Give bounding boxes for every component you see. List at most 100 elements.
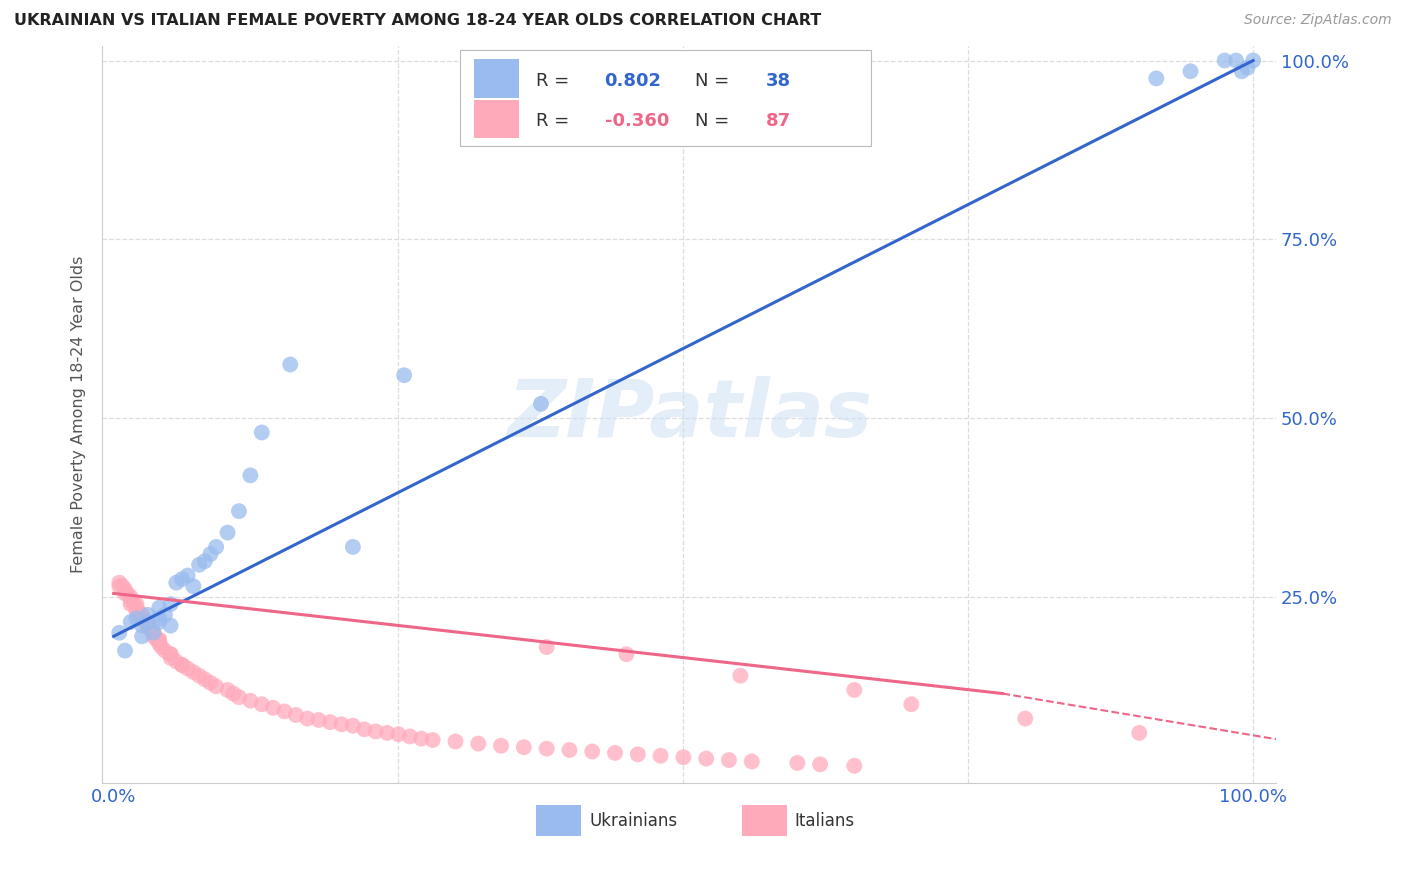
Point (108, 575, 131, 590)
Text: UKRAINIAN VS ITALIAN FEMALE POVERTY AMONG 18-24 YEAR OLDS CORRELATION CHART: UKRAINIAN VS ITALIAN FEMALE POVERTY AMON… (14, 13, 821, 29)
Point (117, 586, 139, 600)
Point (581, 744, 603, 758)
Point (1144, 71, 1167, 86)
Point (159, 650, 181, 665)
Point (1225, 54, 1247, 68)
Point (136, 615, 159, 629)
Text: R =: R = (537, 72, 575, 90)
Point (114, 643, 136, 657)
Point (136, 615, 159, 629)
Point (319, 715, 342, 730)
Point (148, 636, 170, 650)
Point (142, 625, 165, 640)
Point (1180, 64, 1202, 78)
Point (330, 717, 353, 731)
FancyBboxPatch shape (460, 50, 870, 145)
Y-axis label: Female Poverty Among 18-24 Year Olds: Female Poverty Among 18-24 Year Olds (72, 256, 86, 574)
Point (125, 611, 148, 625)
Text: N =: N = (695, 112, 735, 130)
Point (148, 611, 170, 625)
Point (1213, 54, 1236, 68)
Point (217, 683, 239, 698)
Point (125, 604, 148, 618)
Point (239, 694, 262, 708)
Point (131, 611, 153, 625)
Point (273, 705, 295, 719)
Point (131, 629, 153, 643)
Point (159, 647, 181, 661)
Point (114, 586, 136, 600)
Point (159, 647, 181, 661)
Point (165, 575, 187, 590)
Point (176, 661, 198, 675)
Point (1236, 61, 1258, 75)
Text: Italians: Italians (794, 813, 855, 830)
Point (1128, 726, 1150, 740)
Point (1241, 54, 1264, 68)
Point (308, 713, 330, 727)
Point (786, 756, 808, 770)
Point (467, 737, 489, 751)
Point (125, 600, 148, 615)
Point (159, 618, 181, 632)
Point (170, 657, 193, 672)
Point (536, 741, 558, 756)
Point (603, 746, 626, 760)
Point (375, 726, 398, 740)
Point (131, 611, 153, 625)
Point (146, 632, 169, 647)
Point (108, 625, 131, 640)
Point (188, 558, 211, 572)
Point (134, 615, 156, 629)
Point (262, 701, 284, 715)
Point (422, 733, 444, 747)
Point (125, 597, 148, 611)
Point (730, 668, 752, 682)
Point (159, 597, 181, 611)
Point (136, 618, 159, 632)
Point (250, 698, 273, 712)
Point (183, 579, 205, 593)
Point (200, 675, 222, 690)
Point (131, 618, 153, 632)
Point (205, 679, 228, 693)
Point (392, 368, 415, 383)
Point (411, 731, 433, 746)
Point (120, 615, 142, 629)
Point (1230, 64, 1253, 78)
Text: 38: 38 (765, 72, 790, 90)
Point (142, 625, 165, 640)
Point (205, 540, 228, 554)
Point (444, 734, 467, 748)
Text: -0.360: -0.360 (605, 112, 669, 130)
Point (239, 468, 262, 483)
Text: ZIPatlas: ZIPatlas (506, 376, 872, 454)
Point (695, 751, 717, 765)
Point (148, 632, 170, 647)
Point (148, 632, 170, 647)
Point (139, 622, 162, 636)
FancyBboxPatch shape (537, 805, 581, 836)
Point (148, 615, 170, 629)
Point (108, 579, 131, 593)
Point (150, 640, 173, 654)
Point (353, 723, 375, 737)
Point (342, 540, 364, 554)
Point (672, 750, 695, 764)
Point (217, 525, 239, 540)
Point (165, 654, 187, 668)
Point (250, 425, 273, 440)
Point (364, 724, 387, 739)
Point (399, 730, 422, 744)
Point (616, 647, 638, 661)
Point (170, 572, 193, 586)
Point (120, 597, 142, 611)
Point (176, 568, 198, 582)
Point (297, 712, 319, 726)
Point (188, 668, 211, 682)
FancyBboxPatch shape (742, 805, 786, 836)
Point (170, 657, 193, 672)
Point (558, 743, 581, 757)
Point (342, 719, 364, 733)
Point (489, 739, 512, 753)
